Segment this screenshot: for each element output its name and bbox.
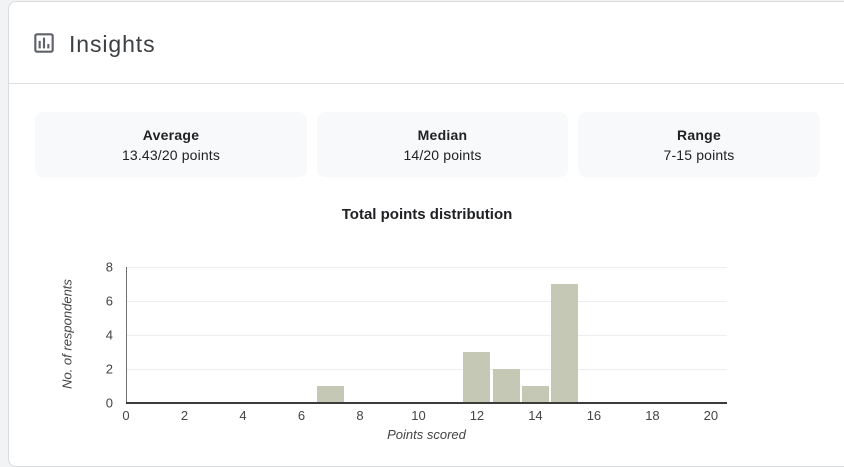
stat-value: 14/20 points xyxy=(403,146,482,163)
y-tick-label-2: 2 xyxy=(105,361,113,377)
gridline-y6 xyxy=(126,301,727,302)
bar-chart-icon xyxy=(31,30,57,56)
stat-value: 7-15 points xyxy=(663,146,735,163)
chart-title: Total points distribution xyxy=(341,206,513,223)
header-divider xyxy=(9,83,844,84)
bar-x12 xyxy=(463,352,491,402)
stat-value: 13.43/20 points xyxy=(122,146,220,163)
stat-label: Average xyxy=(142,126,200,143)
bar-x14 xyxy=(521,386,549,402)
stats-row: Average 13.43/20 points Median 14/20 poi… xyxy=(35,112,820,177)
stat-chip-range: Range 7-15 points xyxy=(578,112,820,177)
y-tick-label-8: 8 xyxy=(105,259,113,275)
stat-label: Range xyxy=(676,126,722,143)
bar-x15 xyxy=(551,284,579,402)
x-tick-label-0: 0 xyxy=(122,408,130,423)
bar-x7 xyxy=(317,386,345,402)
stat-label: Median xyxy=(417,126,468,143)
y-tick-label-4: 4 xyxy=(105,327,113,343)
x-tick-label-16: 16 xyxy=(586,408,602,423)
x-tick-label-12: 12 xyxy=(469,408,485,423)
x-tick-label-18: 18 xyxy=(645,408,660,423)
x-tick-label-2: 2 xyxy=(180,408,189,423)
x-axis-baseline xyxy=(126,402,727,404)
page-title: Insights xyxy=(69,31,156,57)
y-axis-line xyxy=(126,267,127,403)
x-axis-title: Points scored xyxy=(387,427,466,442)
y-tick-label-0: 0 xyxy=(105,395,113,411)
bar-x13 xyxy=(492,369,520,402)
x-tick-label-14: 14 xyxy=(528,408,543,423)
x-tick-label-4: 4 xyxy=(239,408,247,423)
gridline-y2 xyxy=(126,369,727,370)
y-tick-label-6: 6 xyxy=(105,293,113,309)
gridline-y4 xyxy=(126,335,727,336)
insights-card: Insights Average 13.43/20 points Median … xyxy=(8,1,844,467)
stat-chip-average: Average 13.43/20 points xyxy=(35,112,307,177)
x-tick-label-20: 20 xyxy=(703,408,719,423)
stat-chip-median: Median 14/20 points xyxy=(317,112,568,177)
x-tick-label-10: 10 xyxy=(411,408,426,423)
x-tick-label-6: 6 xyxy=(297,408,306,423)
x-tick-label-8: 8 xyxy=(356,408,364,423)
gridline-y8 xyxy=(126,267,727,268)
insights-header: Insights xyxy=(9,2,844,84)
